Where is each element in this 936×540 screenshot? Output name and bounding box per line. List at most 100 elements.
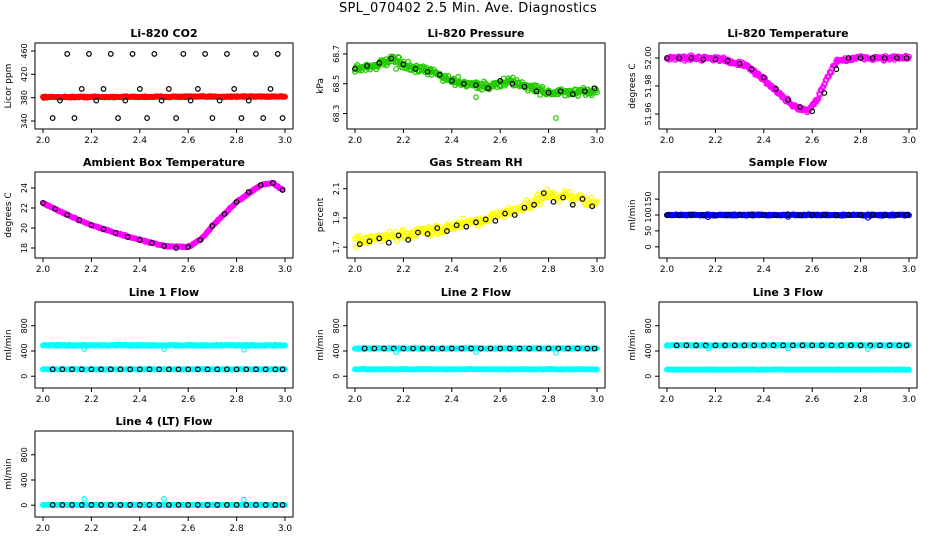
data-point: [412, 65, 419, 72]
chart-title: Sample Flow: [749, 156, 828, 169]
data-point: [545, 345, 552, 352]
series-raw: [40, 92, 288, 101]
data-point: [509, 210, 515, 217]
y-tick-label: 800: [644, 318, 653, 333]
data-point: [436, 71, 443, 78]
data-point: [400, 61, 407, 68]
series-outliers: [393, 65, 559, 121]
chart-title: Line 4 (LT) Flow: [116, 415, 213, 428]
chart-licor-temp: Li-820 Temperature degrees C 2.0 2.2 2.4 2.6 2…: [628, 27, 918, 146]
data-point: [760, 74, 767, 81]
series-2-5-min-ave: [49, 366, 286, 373]
series-raw: [664, 52, 912, 116]
data-point: [838, 342, 845, 349]
data-point: [455, 73, 462, 80]
data-point: [509, 80, 516, 87]
data-point: [693, 342, 699, 349]
data-point: [833, 66, 840, 73]
y-axis-label: percent: [316, 197, 326, 232]
data-point: [144, 115, 150, 121]
data-point: [175, 366, 182, 373]
data-point: [364, 62, 371, 69]
data-point: [233, 366, 240, 373]
data-point: [676, 55, 682, 61]
data-point: [424, 68, 431, 75]
data-point: [59, 502, 66, 508]
data-point: [209, 115, 216, 121]
data-point: [216, 97, 223, 104]
data-point: [444, 228, 450, 234]
data-point: [88, 222, 95, 228]
chart-title: Li-820 Temperature: [727, 27, 848, 40]
x-tick-label: 2.8: [229, 395, 244, 405]
data-point: [751, 342, 758, 349]
x-tick-label: 2.0: [348, 395, 363, 405]
data-point: [93, 97, 100, 104]
data-point: [569, 201, 576, 208]
data-point: [828, 342, 835, 349]
x-tick-label: 2.2: [84, 524, 98, 534]
y-tick-label: 150: [644, 191, 653, 206]
data-point: [748, 212, 755, 219]
y-tick-label: 51.98: [644, 75, 653, 98]
data-point: [886, 342, 893, 349]
x-tick-label: 2.0: [660, 265, 675, 275]
x-tick-label: 2.4: [757, 265, 772, 275]
x-tick-label: 2.0: [36, 524, 51, 534]
data-point: [903, 55, 910, 61]
data-point: [88, 502, 95, 508]
data-point: [700, 212, 707, 218]
data-point: [582, 88, 588, 95]
x-tick-label: 3.0: [590, 265, 605, 275]
y-tick-label: 22: [20, 203, 29, 213]
data-point: [394, 238, 400, 244]
series-outliers: [664, 342, 871, 352]
chart-line3-flow: Line 3 Flow ml/min 2.0 2.2 2.4 2.6 2.8 3.0 0 400 8…: [628, 286, 918, 405]
data-point: [395, 232, 402, 239]
chart-title: Gas Stream RH: [429, 156, 522, 169]
x-tick-label: 2.6: [493, 395, 508, 405]
data-point: [69, 366, 75, 373]
x-tick-label: 2.8: [541, 136, 556, 146]
y-tick-label: 52.00: [644, 47, 653, 70]
data-point: [49, 366, 56, 373]
data-point: [146, 366, 153, 373]
series-2-5-min-ave: [49, 51, 286, 121]
data-point: [400, 345, 407, 352]
y-axis-label: ml/min: [4, 458, 14, 489]
y-tick-label: 68.3: [332, 105, 341, 123]
data-point: [736, 60, 743, 67]
y-axis-label: degrees C: [628, 63, 638, 108]
plot-area: [664, 341, 912, 373]
series-2-5-min-ave: [361, 345, 598, 352]
data-point: [688, 55, 695, 61]
y-tick-label: 340: [20, 113, 29, 128]
chart-title: Line 3 Flow: [753, 286, 823, 299]
data-point: [98, 366, 104, 373]
data-point: [253, 502, 259, 508]
x-tick-label: 3.0: [278, 524, 293, 534]
data-point: [540, 190, 547, 197]
data-point: [180, 51, 187, 57]
series-outliers: [705, 214, 871, 221]
data-point: [272, 502, 279, 508]
data-point: [185, 366, 192, 373]
data-point: [76, 217, 83, 223]
chart-co2: Li-820 CO2 Licor ppm 2.0 2.2 2.4 2.6 2.8 3.0 340…: [4, 27, 294, 146]
data-point: [40, 200, 46, 206]
data-point: [165, 86, 172, 92]
data-point: [52, 206, 58, 212]
series-raw-high: [40, 341, 288, 349]
data-point: [59, 366, 66, 373]
data-point: [204, 366, 211, 373]
data-point: [274, 51, 281, 57]
y-tick-label: 100: [644, 207, 653, 222]
x-tick-label: 2.2: [84, 395, 98, 405]
data-point: [100, 226, 107, 232]
data-point: [78, 366, 85, 373]
y-tick-label: 2.1: [332, 182, 341, 195]
x-tick-label: 2.6: [493, 136, 508, 146]
data-point: [550, 198, 557, 205]
data-point: [473, 94, 479, 101]
data-point: [57, 97, 63, 104]
